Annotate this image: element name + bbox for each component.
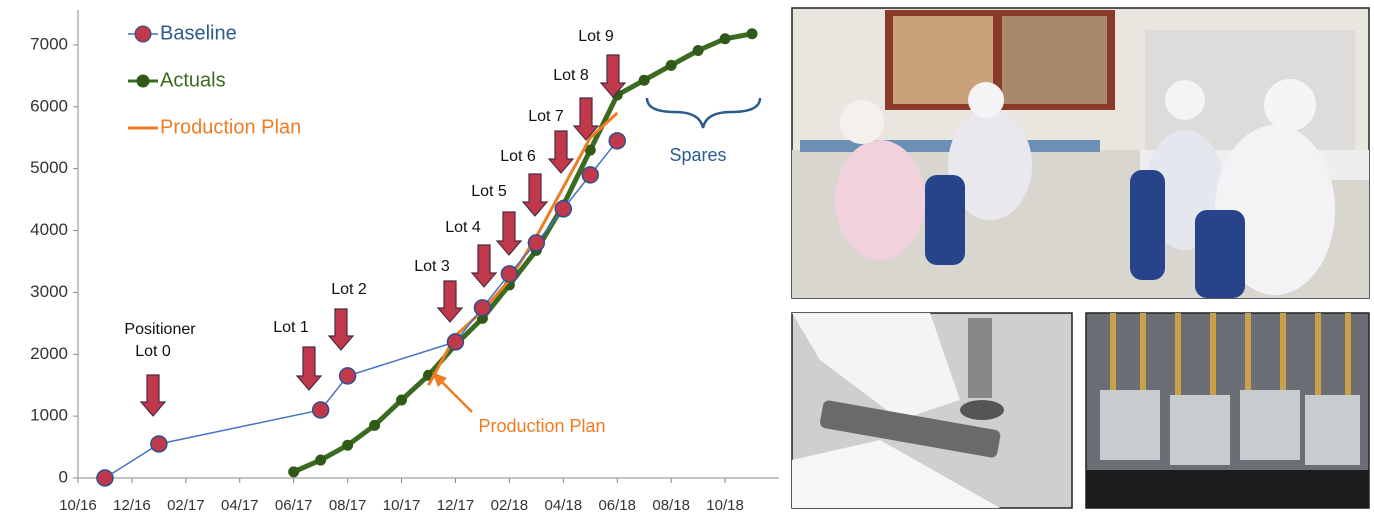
y-tick-label: 6000 — [30, 96, 68, 115]
baseline-line-marker — [581, 166, 600, 184]
x-tick-label: 06/17 — [275, 497, 313, 514]
annotation: Lot 9 — [578, 28, 614, 45]
annotation: Positioner — [124, 321, 196, 338]
actuals-line-marker — [288, 466, 300, 478]
x-tick-label: 04/18 — [545, 497, 583, 514]
lot-arrow — [470, 244, 498, 288]
annotation: Lot 4 — [445, 219, 481, 236]
legend-label: Actuals — [160, 69, 226, 91]
lot-arrow — [139, 374, 167, 417]
x-tick-label: 06/18 — [598, 497, 636, 514]
x-tick-label: 08/18 — [652, 497, 690, 514]
lot-arrow — [547, 130, 575, 174]
x-tick-label: 08/17 — [329, 497, 367, 514]
y-tick-label: 2000 — [30, 344, 68, 363]
x-tick-label: 10/16 — [59, 497, 97, 514]
x-tick-label: 02/18 — [491, 497, 529, 514]
actuals-line-marker — [638, 74, 650, 86]
annotation: Spares — [669, 145, 726, 165]
baseline-line-marker — [338, 367, 357, 385]
baseline-line-marker — [608, 132, 626, 150]
actuals-line-marker — [692, 45, 704, 57]
baseline-line-marker — [311, 401, 330, 419]
actuals-line — [292, 31, 753, 475]
y-tick-label: 0 — [59, 467, 68, 486]
baseline-line-marker — [446, 333, 465, 351]
y-tick-label: 7000 — [30, 34, 68, 53]
baseline-line-marker — [96, 469, 114, 487]
baseline-line-marker — [473, 299, 492, 317]
lot-arrow — [436, 280, 464, 323]
legend-marker — [136, 74, 150, 88]
annotation: Lot 3 — [414, 258, 450, 275]
actuals-line-marker — [315, 454, 327, 466]
y-tick-label: 4000 — [30, 220, 68, 239]
actuals-line-marker — [746, 28, 758, 40]
annotation: Lot 1 — [273, 319, 309, 336]
photo-tooling — [791, 312, 1073, 509]
plan-pointer-head — [432, 372, 447, 387]
legend-marker — [134, 25, 152, 43]
x-tick-label: 10/18 — [706, 497, 744, 514]
photo-fixtures — [1085, 312, 1370, 509]
lot-arrow — [572, 97, 600, 141]
annotation: Lot 0 — [135, 343, 171, 360]
actuals-line-marker — [342, 439, 354, 451]
legend-label: Production Plan — [160, 116, 301, 138]
legend-label: Baseline — [160, 22, 237, 44]
x-tick-label: 02/17 — [167, 497, 205, 514]
annotation: Production Plan — [478, 416, 605, 436]
lot-arrow — [521, 173, 549, 217]
spares-brace — [645, 97, 762, 129]
x-tick-label: 12/16 — [113, 497, 151, 514]
actuals-line-marker — [396, 394, 408, 406]
baseline-line-marker — [150, 435, 168, 453]
annotation: Lot 2 — [331, 281, 367, 298]
baseline-line-marker — [554, 200, 573, 218]
y-tick-label: 1000 — [30, 406, 68, 425]
annotation: Lot 6 — [500, 148, 536, 165]
annotation: Lot 5 — [471, 183, 507, 200]
baseline-line-marker — [500, 265, 519, 283]
lot-arrow — [327, 308, 355, 351]
lot-arrow — [295, 346, 323, 391]
actuals-line-marker — [369, 419, 381, 431]
x-tick-label: 04/17 — [221, 497, 259, 514]
baseline-line-marker — [527, 234, 546, 252]
annotation: Lot 7 — [528, 108, 564, 125]
y-tick-label: 5000 — [30, 158, 68, 177]
actuals-line-marker — [719, 33, 731, 45]
lot-arrow — [599, 54, 627, 98]
photo-lab — [791, 7, 1370, 299]
annotation: Lot 8 — [553, 67, 589, 84]
x-tick-label: 10/17 — [383, 497, 421, 514]
actuals-line-marker — [665, 59, 677, 71]
x-tick-label: 12/17 — [437, 497, 475, 514]
plan-pointer — [439, 379, 473, 413]
actuals-line-marker — [584, 144, 596, 156]
lot-arrow — [495, 211, 523, 256]
y-tick-label: 3000 — [30, 282, 68, 301]
